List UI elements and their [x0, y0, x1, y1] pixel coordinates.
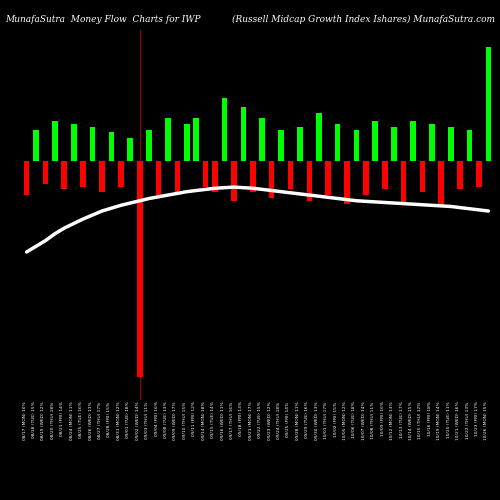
Bar [80, 161, 86, 186]
Bar [372, 121, 378, 161]
Bar [90, 127, 96, 161]
Bar [99, 161, 105, 192]
Bar [420, 161, 426, 192]
Bar [306, 161, 312, 201]
Bar [326, 161, 331, 195]
Bar [52, 121, 58, 161]
Bar [438, 161, 444, 206]
Bar [344, 161, 350, 204]
Bar [297, 127, 302, 161]
Bar [156, 161, 162, 195]
Bar [448, 127, 454, 161]
Bar [71, 124, 76, 161]
Bar [250, 161, 256, 192]
Bar [42, 161, 48, 184]
Bar [476, 161, 482, 186]
Bar [429, 124, 434, 161]
Bar [165, 118, 171, 161]
Bar [222, 98, 228, 161]
Bar [335, 124, 340, 161]
Bar [108, 132, 114, 161]
Bar [466, 130, 472, 161]
Bar [240, 107, 246, 161]
Bar [288, 161, 294, 190]
Bar [184, 124, 190, 161]
Text: (Russell Midcap Growth Index Ishares) MunafaSutra.com: (Russell Midcap Growth Index Ishares) Mu… [232, 15, 495, 24]
Bar [24, 161, 30, 195]
Bar [410, 121, 416, 161]
Bar [382, 161, 388, 190]
Bar [62, 161, 67, 190]
Bar [194, 118, 199, 161]
Bar [401, 161, 406, 204]
Bar [212, 161, 218, 192]
Bar [146, 130, 152, 161]
Bar [137, 161, 142, 377]
Bar [33, 130, 39, 161]
Text: MunafaSutra  Money Flow  Charts for IWP: MunafaSutra Money Flow Charts for IWP [5, 15, 200, 24]
Bar [363, 161, 368, 195]
Bar [260, 118, 265, 161]
Bar [458, 161, 463, 190]
Bar [316, 112, 322, 161]
Bar [486, 47, 491, 161]
Bar [354, 130, 360, 161]
Bar [392, 127, 397, 161]
Bar [203, 161, 208, 186]
Bar [278, 130, 284, 161]
Bar [128, 138, 133, 161]
Bar [231, 161, 237, 201]
Bar [118, 161, 124, 186]
Bar [174, 161, 180, 192]
Bar [269, 161, 274, 198]
